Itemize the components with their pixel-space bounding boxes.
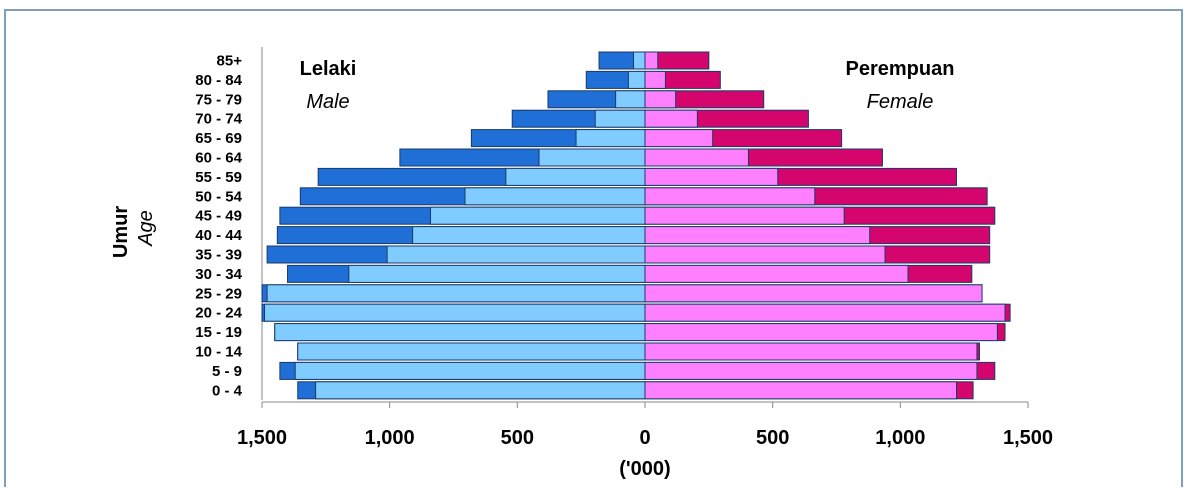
male-bar-inner — [264, 303, 646, 322]
x-tick-label: 1,500 — [237, 427, 287, 449]
male-bar-inner — [274, 323, 646, 342]
x-tick-label: 1,000 — [365, 427, 415, 449]
male-bar-inner — [594, 109, 646, 128]
female-bar-inner — [644, 284, 983, 303]
y-axis-subtitle: Age — [135, 210, 157, 247]
bars-group — [261, 51, 1011, 400]
age-group-label: 10 - 14 — [195, 344, 242, 361]
female-bar-inner — [644, 109, 698, 128]
male-bar-inner — [430, 206, 646, 225]
female-bar-inner — [644, 148, 749, 167]
male-bar-inner — [348, 264, 646, 283]
female-bar-inner — [644, 381, 958, 400]
age-group-label: 30 - 34 — [195, 266, 242, 283]
age-group-label: 60 - 64 — [195, 150, 242, 167]
male-bar-inner — [412, 226, 646, 245]
male-bar-inner — [266, 284, 646, 303]
female-bar-inner — [644, 187, 816, 206]
age-group-label: 40 - 44 — [195, 227, 242, 244]
male-label: Lelaki — [300, 58, 357, 80]
female-bar-inner — [644, 70, 666, 89]
x-tick-label: 500 — [501, 427, 534, 449]
x-ticks-group: 1,500 1,000 500 0 500 1,000 1,500 — [237, 402, 1053, 449]
chart-frame — [4, 9, 1183, 487]
age-group-label: 70 - 74 — [195, 111, 242, 128]
female-bar-inner — [644, 361, 978, 380]
female-bar-inner — [644, 206, 845, 225]
female-label: Perempuan — [846, 58, 955, 80]
age-group-label: 15 - 19 — [195, 324, 242, 341]
x-tick-label: 0 — [639, 427, 650, 449]
male-bar-inner — [615, 90, 646, 109]
male-sublabel: Male — [306, 91, 349, 113]
male-bar-inner — [297, 342, 646, 361]
female-bar-inner — [644, 303, 1006, 322]
male-bar-inner — [633, 51, 646, 70]
age-group-label: 25 - 29 — [195, 285, 242, 302]
female-bar-inner — [644, 323, 998, 342]
female-bar-inner — [644, 90, 677, 109]
female-bar-inner — [644, 51, 659, 70]
male-bar-inner — [538, 148, 646, 167]
female-bar-inner — [644, 226, 871, 245]
age-group-label: 65 - 69 — [195, 130, 242, 147]
age-group-label: 35 - 39 — [195, 247, 242, 264]
x-tick-label: 1,500 — [1003, 427, 1053, 449]
female-bar-inner — [644, 129, 714, 148]
age-group-label: 85+ — [217, 53, 243, 70]
x-axis-title: ('000) — [619, 458, 670, 480]
age-group-label: 45 - 49 — [195, 208, 242, 225]
male-bar-inner — [464, 187, 646, 206]
male-bar-inner — [505, 167, 646, 186]
age-group-label: 5 - 9 — [212, 363, 242, 380]
x-tick-label: 500 — [756, 427, 789, 449]
age-group-label: 0 - 4 — [212, 382, 243, 399]
male-bar-inner — [294, 361, 646, 380]
age-group-label: 20 - 24 — [195, 305, 242, 322]
y-axis-title: Umur — [110, 206, 132, 258]
age-group-label: 50 - 54 — [195, 188, 242, 205]
male-bar-inner — [315, 381, 646, 400]
male-bar-inner — [386, 245, 646, 264]
male-bar-inner — [575, 129, 646, 148]
female-bar-inner — [644, 342, 978, 361]
male-bar-inner — [627, 70, 646, 89]
age-group-label: 55 - 59 — [195, 169, 242, 186]
female-bar-inner — [644, 245, 886, 264]
female-sublabel: Female — [867, 91, 934, 113]
age-group-label: 75 - 79 — [195, 91, 242, 108]
female-bar-inner — [644, 167, 779, 186]
x-tick-label: 1,000 — [875, 427, 925, 449]
age-labels-group: 0 - 4 5 - 9 10 - 14 15 - 19 20 - 24 25 - 29 30… — [195, 53, 242, 400]
age-group-label: 80 - 84 — [195, 72, 242, 89]
female-bar-inner — [644, 264, 909, 283]
